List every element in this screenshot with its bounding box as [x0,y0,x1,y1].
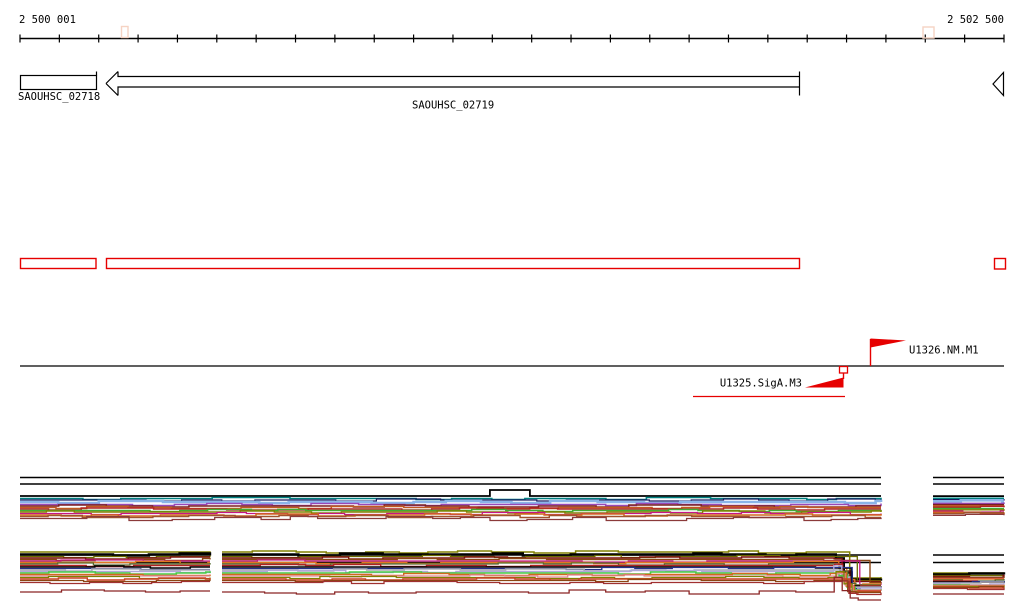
coverage-strand [933,505,1005,508]
coverage-strand [222,556,881,583]
gene-arrow-SAOUHSC_02719[interactable] [105,71,801,96]
selection-marker-right[interactable] [922,26,935,39]
tss-track: U1326.NM.M1 U1325.SigA.M3 [20,338,1004,398]
coverage-strand [20,580,210,585]
coverage-strand [20,502,882,507]
gene-label-left: SAOUHSC_02718 [18,91,100,103]
coverage-strand [933,576,1005,579]
gene-arrowhead-partial[interactable] [992,70,1005,98]
coverage-strand [20,499,883,505]
tss-flag-pennant-right-icon [870,338,906,348]
tss-flag-plus[interactable]: U1326.NM.M1 [869,338,979,367]
red-feature-box-2[interactable] [105,257,801,270]
coverage-track-upper [20,476,1005,522]
coverage-strand [933,585,1004,589]
tss-flag-pennant-left-icon [805,377,844,388]
coverage-strand [20,577,211,581]
coverage-strand [933,511,1004,515]
coverage-strand [222,550,882,579]
gene-label-main: SAOUHSC_02719 [412,100,494,112]
coverage-strand [20,515,882,522]
coverage-strand [20,562,211,566]
red-feature-track [19,257,1007,270]
tss-flag-minus[interactable]: U1325.SigA.M3 [693,365,849,398]
tss-label-plus: U1326.NM.M1 [909,345,979,357]
coverage-strand [222,576,881,601]
ruler-end-label: 2 502 500 [947,14,1004,26]
coverage-strand [20,508,882,513]
coverage-strand [20,589,210,593]
gene-track: SAOUHSC_02718 SAOUHSC_02719 [18,70,1005,112]
ruler: 2 500 001 2 502 500 [19,14,1005,43]
coverage-strand [222,580,882,596]
coverage-strand [20,489,881,497]
coverage-strand [20,551,211,553]
coverage-strand [933,502,1005,505]
coverage-strand [20,556,210,560]
red-feature-box-3[interactable] [993,257,1007,270]
coverage-strand [933,499,1004,504]
coverage-strand [222,557,882,584]
coverage-tracks [20,476,1006,601]
coverage-strand [933,572,1006,576]
coverage-strand [933,587,1005,591]
coverage-strand [20,557,211,562]
tss-label-minus: U1325.SigA.M3 [720,378,802,390]
gene-box-SAOUHSC_02718[interactable] [19,74,98,91]
coverage-strand [20,507,881,511]
tss-anchor-square [838,365,849,374]
coverage-strand [933,513,1005,516]
coverage-strand [933,509,1005,511]
coverage-strand [20,552,212,557]
coverage-strand [20,498,882,502]
coverage-track-lower [20,550,1006,601]
coverage-strand [20,565,210,569]
coverage-strand [222,577,881,594]
ruler-start-label: 2 500 001 [19,14,76,26]
red-feature-box-1[interactable] [19,257,97,270]
coverage-strand [20,571,211,575]
selection-marker-left[interactable] [120,25,129,39]
coverage-strand [933,581,1004,584]
coverage-strand [20,568,210,572]
coverage-strand [222,563,881,587]
coverage-strand [20,579,211,583]
